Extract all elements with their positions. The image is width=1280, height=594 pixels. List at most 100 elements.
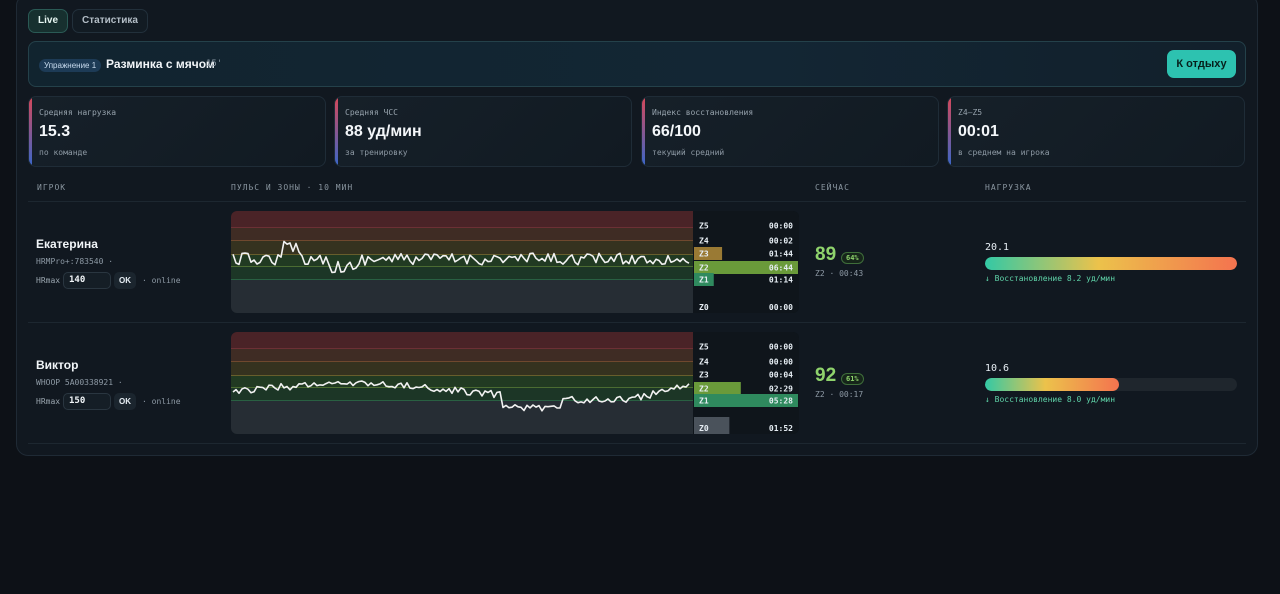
hr-trace — [232, 380, 690, 412]
zone-band — [231, 401, 693, 434]
zone-time: 01:14 — [769, 276, 793, 285]
hr-trace — [232, 240, 690, 274]
zone-time-bar — [694, 247, 723, 260]
load-bar — [985, 257, 1237, 270]
zone-band — [231, 228, 693, 241]
stat-sub: за тренировку — [345, 148, 408, 157]
zone-band — [231, 241, 693, 255]
zone-label: Z0 — [699, 424, 709, 433]
load-bar-fill — [985, 257, 1237, 270]
exercise-duration: 15' — [206, 59, 223, 69]
zone-time-bar — [694, 417, 730, 434]
zone-time: 01:52 — [769, 424, 793, 433]
zone-time-bar — [694, 273, 714, 286]
stat-value: 00:01 — [958, 123, 999, 140]
zone-band — [231, 211, 693, 228]
stat-sub: по команде — [39, 148, 88, 157]
zone-band — [231, 376, 693, 388]
column-header-player: ИГРОК — [37, 183, 67, 192]
row-divider — [28, 443, 1246, 444]
hr-zone-chart: Z5 00:00 Z4 00:00 Z3 00:04 Z2 02:29 Z1 05:28 Z0 01:… — [231, 332, 799, 434]
zone-time: 02:29 — [769, 385, 793, 394]
player-name: Виктор — [36, 358, 79, 372]
exercise-bar: Упражнение 1 Разминка с мячом 15' К отды… — [28, 41, 1246, 87]
zone-time: 06:44 — [769, 264, 793, 273]
stat-value: 88 уд/мин — [345, 123, 422, 140]
zone-time-bar — [694, 394, 798, 407]
zone-label: Z0 — [699, 303, 709, 312]
zone-label: Z4 — [699, 358, 709, 367]
stat-value: 66/100 — [652, 123, 701, 140]
player-row: Виктор WHOOP 5A00338921 · HRmax 150 OK ·… — [28, 323, 1246, 443]
hrmax-ok-button[interactable]: OK — [114, 272, 136, 289]
exercise-title: Разминка с мячом — [106, 57, 215, 71]
player-device: HRMPro+:783540 · — [36, 257, 114, 266]
zone-label: Z2 — [699, 264, 709, 273]
hrmax-ok-button[interactable]: OK — [114, 393, 136, 410]
zone-time: 00:00 — [769, 343, 793, 352]
column-header-load: НАГРУЗКА — [985, 183, 1032, 192]
zone-time: 00:00 — [769, 303, 793, 312]
current-hr: 92 — [815, 365, 837, 386]
hrmax-label: HRmax — [36, 276, 61, 285]
zone-band — [231, 332, 693, 349]
load-bar-fill — [985, 378, 1119, 391]
tab-statistics[interactable]: Статистика — [72, 9, 148, 33]
zone-band — [231, 267, 693, 280]
zone-band — [231, 280, 693, 313]
player-row: Екатерина HRMPro+:783540 · HRmax 140 OK … — [28, 202, 1246, 322]
zone-label: Z1 — [699, 397, 709, 406]
current-hr-percent: 61% — [841, 373, 864, 385]
stat-sub: текущий средний — [652, 148, 725, 157]
stat-card-avg-hr: Средняя ЧСС 88 уд/мин за тренировку — [334, 96, 632, 167]
column-header-chart: ПУЛЬС И ЗОНЫ · 10 МИН — [231, 183, 354, 192]
device-status: · online — [142, 397, 181, 406]
zone-time: 05:28 — [769, 397, 793, 406]
zone-time: 00:02 — [769, 237, 793, 246]
load-value: 20.1 — [985, 242, 1010, 253]
zone-label: Z5 — [699, 222, 709, 231]
stat-card-avg-load: Средняя нагрузка 15.3 по команде — [28, 96, 326, 167]
zone-band — [231, 349, 693, 362]
stat-value: 15.3 — [39, 123, 71, 140]
load-bar — [985, 378, 1237, 391]
stat-label: Средняя нагрузка — [39, 108, 117, 117]
zone-band — [231, 388, 693, 401]
current-zone-time: Z2 · 00:17 — [815, 390, 864, 399]
zone-time-bar — [694, 382, 741, 395]
zone-time-bar — [694, 261, 798, 274]
zone-time: 00:04 — [769, 371, 793, 380]
current-hr-percent: 64% — [841, 252, 864, 264]
recovery-rate: ↓ Восстановление 8.0 уд/мин — [985, 395, 1116, 404]
current-hr: 89 — [815, 244, 837, 265]
zone-time: 00:00 — [769, 222, 793, 231]
zone-label: Z2 — [699, 385, 709, 394]
hr-zone-svg: Z5 00:00 Z4 00:02 Z3 01:44 Z2 06:44 Z1 01:14 Z0 00:… — [231, 211, 799, 313]
zone-time: 00:00 — [769, 358, 793, 367]
stat-card-recovery: Индекс восстановления 66/100 текущий сре… — [641, 96, 939, 167]
player-name: Екатерина — [36, 237, 98, 251]
zone-label: Z4 — [699, 237, 709, 246]
rest-button[interactable]: К отдыху — [1167, 50, 1236, 78]
stat-label: Индекс восстановления — [652, 108, 754, 117]
column-header-now: СЕЙЧАС — [815, 183, 850, 192]
hrmax-input[interactable]: 140 — [63, 272, 111, 289]
hrmax-label: HRmax — [36, 397, 61, 406]
stat-label: Z4–Z5 — [958, 108, 983, 117]
load-value: 10.6 — [985, 363, 1010, 374]
zone-label: Z3 — [699, 250, 709, 259]
stat-sub: в среднем на игрока — [958, 148, 1050, 157]
zone-label: Z5 — [699, 343, 709, 352]
current-zone-time: Z2 · 00:43 — [815, 269, 864, 278]
device-status: · online — [142, 276, 181, 285]
hrmax-input[interactable]: 150 — [63, 393, 111, 410]
view-tabs: Live Статистика — [28, 9, 148, 33]
zone-label: Z1 — [699, 276, 709, 285]
zone-band — [231, 362, 693, 376]
tab-live[interactable]: Live — [28, 9, 69, 33]
stat-card-z4-z5: Z4–Z5 00:01 в среднем на игрока — [947, 96, 1245, 167]
header-divider — [28, 201, 1246, 202]
stat-label: Средняя ЧСС — [345, 108, 398, 117]
exercise-badge: Упражнение 1 — [39, 59, 102, 72]
recovery-rate: ↓ Восстановление 8.2 уд/мин — [985, 274, 1116, 283]
